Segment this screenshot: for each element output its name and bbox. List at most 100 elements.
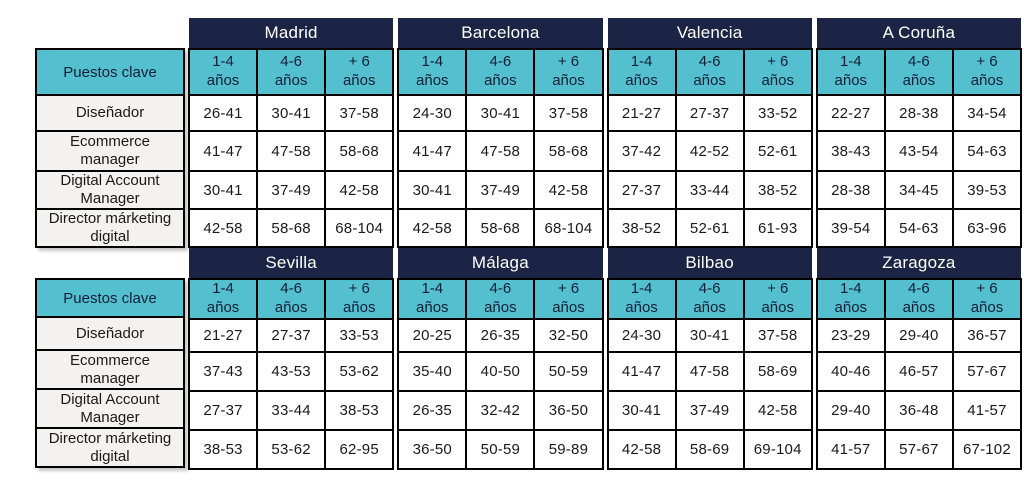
experience-header-cell: 1-4 años bbox=[397, 278, 468, 320]
experience-range-label: 1-4 bbox=[839, 53, 862, 71]
experience-header-cell: 4-6 años bbox=[883, 48, 954, 96]
salary-range-cell: 68-104 bbox=[324, 208, 395, 248]
city-group-valencia: Valencia 1-4 años 4-6 años + 6 años 21-27 27-37 3… bbox=[606, 18, 813, 248]
salary-range-cell: 62-95 bbox=[324, 428, 395, 470]
city-group-a-coruna: A Coruña 1-4 años 4-6 años + 6 años 22-27 28-38 3… bbox=[815, 18, 1023, 248]
salary-range-cell: 37-49 bbox=[674, 389, 745, 431]
experience-unit-label: años bbox=[625, 298, 658, 316]
salary-range-cell: 29-40 bbox=[883, 317, 954, 353]
experience-header-cell: + 6 años bbox=[742, 48, 813, 96]
experience-unit-label: años bbox=[625, 72, 658, 89]
salary-range-cell: 28-38 bbox=[815, 170, 886, 210]
experience-range-label: 1-4 bbox=[630, 53, 653, 71]
salary-block-top: Puestos clave Diseñador Ecommerce manager D… bbox=[35, 18, 1023, 248]
experience-range-label: 4-6 bbox=[280, 280, 302, 297]
salary-table-bilbao: 1-4 años 4-6 años + 6 años 24-30 30-41 37-58 41-4… bbox=[606, 278, 813, 470]
experience-unit-label: años bbox=[761, 298, 794, 316]
salary-range-cell: 53-62 bbox=[324, 350, 395, 392]
city-name-header: A Coruña bbox=[816, 18, 1021, 48]
city-group-bilbao: Bilbao 1-4 años 4-6 años + 6 años 24-30 30-41 37-… bbox=[606, 248, 813, 470]
experience-range-label: + 6 bbox=[348, 280, 370, 297]
salary-range-cell: 36-50 bbox=[533, 389, 604, 431]
salary-table-valencia: 1-4 años 4-6 años + 6 años 21-27 27-37 33-52 37-4… bbox=[606, 48, 813, 248]
experience-range-label: + 6 bbox=[976, 53, 998, 71]
salary-range-cell: 37-43 bbox=[187, 350, 259, 392]
salary-range-cell: 30-41 bbox=[465, 94, 536, 132]
experience-header-cell: 4-6 años bbox=[674, 278, 745, 320]
salary-range-cell: 57-67 bbox=[951, 350, 1023, 392]
salary-range-cell: 37-58 bbox=[742, 317, 813, 353]
salary-range-cell: 47-58 bbox=[465, 130, 536, 172]
salary-range-cell: 27-37 bbox=[606, 170, 677, 210]
salary-range-cell: 26-35 bbox=[465, 317, 536, 353]
salary-range-cell: 58-69 bbox=[742, 350, 813, 392]
position-label-disenador: Diseñador bbox=[35, 94, 185, 132]
salary-range-cell: 59-89 bbox=[533, 428, 604, 470]
salary-range-cell: 30-41 bbox=[256, 94, 327, 132]
salary-range-cell: 41-47 bbox=[187, 130, 259, 172]
experience-header-cell: 4-6 años bbox=[465, 48, 536, 96]
salary-range-cell: 54-63 bbox=[883, 208, 954, 248]
salary-range-cell: 42-58 bbox=[533, 170, 604, 210]
salary-range-cell: 30-41 bbox=[397, 170, 468, 210]
position-label-ecommerce-manager: Ecommerce manager bbox=[35, 349, 185, 390]
positions-column: Puestos clave Diseñador Ecommerce manager D… bbox=[35, 248, 185, 468]
salary-range-cell: 36-50 bbox=[397, 428, 468, 470]
salary-range-cell: 68-104 bbox=[533, 208, 604, 248]
salary-range-cell: 30-41 bbox=[674, 317, 745, 353]
salary-table-malaga: 1-4 años 4-6 años + 6 años 20-25 26-35 32-50 35-4… bbox=[397, 278, 604, 470]
experience-range-label: 1-4 bbox=[212, 53, 234, 71]
experience-range-label: 4-6 bbox=[698, 53, 721, 71]
salary-range-cell: 47-58 bbox=[256, 130, 327, 172]
salary-range-cell: 52-61 bbox=[742, 130, 813, 172]
salary-range-cell: 42-52 bbox=[674, 130, 745, 172]
experience-range-label: 1-4 bbox=[630, 280, 653, 297]
salary-range-cell: 26-35 bbox=[397, 389, 468, 431]
experience-header-cell: + 6 años bbox=[324, 48, 395, 96]
salary-range-cell: 21-27 bbox=[606, 94, 677, 132]
salary-range-cell: 42-58 bbox=[606, 428, 677, 470]
experience-unit-label: años bbox=[416, 72, 449, 89]
position-label-digital-account-manager: Digital Account Manager bbox=[35, 388, 185, 429]
salary-range-cell: 50-59 bbox=[533, 350, 604, 392]
experience-header-cell: 4-6 años bbox=[256, 278, 327, 320]
city-name-header: Bilbao bbox=[607, 248, 812, 278]
salary-range-cell: 40-50 bbox=[465, 350, 536, 392]
experience-range-label: 4-6 bbox=[908, 280, 930, 297]
experience-range-label: 4-6 bbox=[698, 280, 721, 297]
salary-range-cell: 20-25 bbox=[397, 317, 468, 353]
experience-header-cell: 4-6 años bbox=[465, 278, 536, 320]
salary-range-cell: 41-57 bbox=[951, 389, 1023, 431]
salary-range-cell: 37-42 bbox=[606, 130, 677, 172]
experience-range-label: + 6 bbox=[348, 53, 370, 71]
salary-range-cell: 52-61 bbox=[674, 208, 745, 248]
salary-range-cell: 43-54 bbox=[883, 130, 954, 172]
experience-unit-label: años bbox=[342, 72, 376, 89]
salary-range-cell: 58-68 bbox=[465, 208, 536, 248]
salary-range-cell: 26-41 bbox=[187, 94, 259, 132]
salary-range-cell: 22-27 bbox=[815, 94, 886, 132]
salary-range-cell: 33-44 bbox=[256, 389, 327, 431]
city-group-sevilla: Sevilla 1-4 años 4-6 años + 6 años 21-27 27-37 33… bbox=[187, 248, 395, 470]
experience-header-cell: + 6 años bbox=[951, 278, 1023, 320]
salary-range-cell: 37-49 bbox=[256, 170, 327, 210]
salary-range-cell: 43-53 bbox=[256, 350, 327, 392]
experience-header-cell: 1-4 años bbox=[187, 278, 259, 320]
salary-range-cell: 34-45 bbox=[883, 170, 954, 210]
city-group-madrid: Madrid 1-4 años 4-6 años + 6 años 26-41 30-41 37-… bbox=[187, 18, 395, 248]
position-label-director-marketing-digital: Director márketing digital bbox=[35, 208, 185, 248]
experience-header-cell: + 6 años bbox=[742, 278, 813, 320]
city-name-header: Madrid bbox=[189, 18, 394, 48]
salary-range-cell: 67-102 bbox=[951, 428, 1023, 470]
experience-range-label: 4-6 bbox=[489, 280, 512, 297]
salary-range-cell: 35-40 bbox=[397, 350, 468, 392]
row-header-puestos-clave: Puestos clave bbox=[35, 278, 185, 318]
salary-range-cell: 33-44 bbox=[674, 170, 745, 210]
experience-unit-label: años bbox=[834, 298, 868, 316]
salary-range-cell: 63-96 bbox=[951, 208, 1023, 248]
salary-range-cell: 37-58 bbox=[324, 94, 395, 132]
salary-range-cell: 32-50 bbox=[533, 317, 604, 353]
salary-range-cell: 29-40 bbox=[815, 389, 886, 431]
salary-range-cell: 58-68 bbox=[533, 130, 604, 172]
positions-table: Puestos clave Diseñador Ecommerce manager D… bbox=[35, 48, 185, 248]
